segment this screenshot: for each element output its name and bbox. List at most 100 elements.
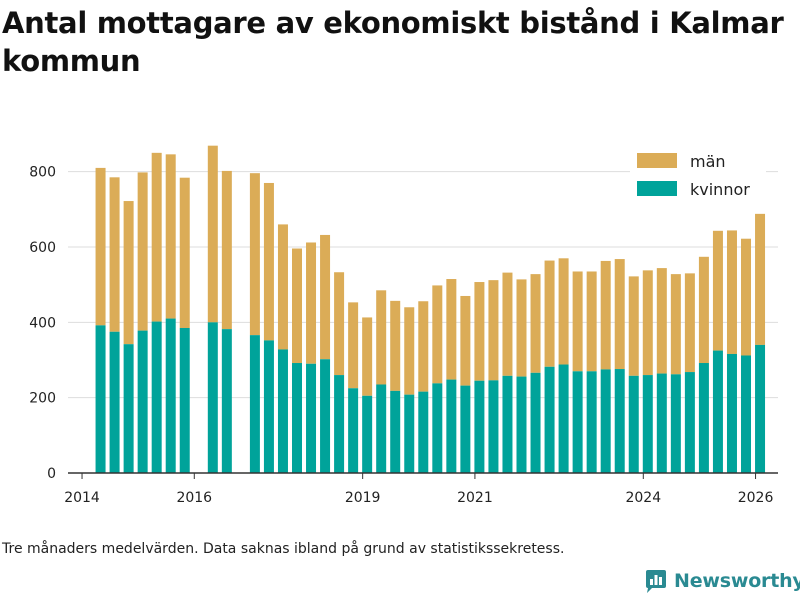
y-tick-label: 600 — [29, 240, 56, 256]
newsworthy-logo[interactable]: Newsworthy — [644, 568, 800, 594]
bar-kvinnor — [741, 355, 752, 473]
bar-kvinnor — [348, 388, 359, 473]
bar-kvinnor — [291, 363, 302, 473]
bar-man — [404, 307, 415, 395]
bar-kvinnor — [572, 371, 583, 473]
bar-kvinnor — [628, 375, 639, 473]
bar-man — [179, 177, 190, 328]
bar-kvinnor — [95, 325, 106, 473]
bar-man — [362, 317, 373, 396]
bar-kvinnor — [404, 394, 415, 473]
bar-man — [474, 282, 485, 381]
bar-man — [249, 173, 260, 336]
bar-man — [151, 152, 162, 322]
bar-kvinnor — [516, 376, 527, 473]
bar-kvinnor — [474, 380, 485, 473]
bar-man — [277, 224, 288, 350]
y-tick-label: 200 — [29, 391, 56, 407]
bar-kvinnor — [165, 318, 176, 473]
x-tick-label: 2014 — [64, 490, 100, 506]
bar-kvinnor — [656, 373, 667, 473]
bar-kvinnor — [137, 330, 148, 473]
bar-man — [221, 170, 232, 330]
bar-man — [123, 201, 134, 345]
bar-kvinnor — [684, 372, 695, 473]
bar-man — [390, 300, 401, 391]
bar-kvinnor — [642, 375, 653, 473]
bar-man — [165, 154, 176, 319]
bar-man — [320, 234, 331, 360]
bar-man — [726, 230, 737, 354]
bar-man — [684, 273, 695, 373]
bar-kvinnor — [109, 331, 120, 473]
bar-man — [572, 271, 583, 372]
bar-man — [95, 167, 106, 326]
y-axis: 0 200 400 600 800 — [29, 165, 56, 482]
y-tick-label: 800 — [29, 165, 56, 181]
bar-man — [741, 238, 752, 356]
footnote: Tre månaders medelvärden. Data saknas ib… — [2, 541, 565, 557]
x-tick-label: 2016 — [176, 490, 212, 506]
bar-man — [698, 256, 709, 364]
bar-kvinnor — [179, 327, 190, 473]
bar-kvinnor — [306, 363, 317, 473]
bar-man — [530, 274, 541, 373]
bar-kvinnor — [544, 366, 555, 473]
x-axis: 2014 2016 2019 2021 2024 2026 — [64, 472, 778, 506]
bar-kvinnor — [614, 369, 625, 473]
bar-man — [614, 259, 625, 370]
legend-swatch-kvinnor — [637, 181, 677, 196]
legend-swatch-man — [637, 153, 677, 168]
bar-man — [418, 301, 429, 392]
bar-man — [502, 272, 513, 376]
bar-kvinnor — [123, 344, 134, 473]
bar-kvinnor — [726, 353, 737, 473]
bar-kvinnor — [488, 380, 499, 473]
bars — [95, 145, 766, 473]
bar-man — [460, 295, 471, 386]
bar-kvinnor — [432, 383, 443, 473]
bar-kvinnor — [460, 385, 471, 473]
bar-man — [558, 258, 569, 365]
bar-kvinnor — [558, 364, 569, 473]
bar-chart-logo-icon — [646, 570, 666, 593]
bar-kvinnor — [698, 363, 709, 473]
bar-man — [306, 242, 317, 364]
x-tick-label: 2024 — [625, 490, 661, 506]
bar-man — [544, 260, 555, 367]
bar-man — [516, 279, 527, 377]
legend-label-man: män — [690, 152, 726, 171]
bar-kvinnor — [263, 340, 274, 473]
bar-man — [488, 280, 499, 381]
bar-kvinnor — [600, 369, 611, 473]
y-tick-label: 0 — [47, 466, 56, 482]
bar-kvinnor — [249, 335, 260, 473]
bar-man — [670, 274, 681, 375]
bar-kvinnor — [586, 371, 597, 473]
bar-man — [628, 276, 639, 376]
brand-name: Newsworthy — [674, 570, 800, 592]
bar-man — [712, 230, 723, 351]
bar-kvinnor — [277, 349, 288, 473]
bar-kvinnor — [712, 350, 723, 473]
bar-kvinnor — [755, 344, 766, 473]
bar-kvinnor — [320, 359, 331, 473]
bar-kvinnor — [418, 391, 429, 473]
bar-man — [263, 182, 274, 341]
legend-label-kvinnor: kvinnor — [690, 180, 750, 199]
y-tick-label: 400 — [29, 315, 56, 331]
x-tick-label: 2026 — [738, 490, 774, 506]
bar-kvinnor — [334, 375, 345, 473]
bar-kvinnor — [151, 321, 162, 473]
bar-kvinnor — [390, 390, 401, 473]
x-tick-label: 2021 — [457, 490, 493, 506]
bar-man — [137, 172, 148, 331]
bar-man — [755, 213, 766, 345]
bar-kvinnor — [207, 322, 218, 473]
bar-kvinnor — [446, 379, 457, 473]
bar-man — [446, 279, 457, 380]
bar-man — [432, 285, 443, 384]
bar-kvinnor — [362, 395, 373, 473]
bar-man — [600, 260, 611, 370]
